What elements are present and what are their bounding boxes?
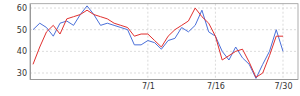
y-grid-line: [30, 8, 298, 9]
y-tick: 50: [17, 26, 30, 35]
chart: 30 40 50 60 7/1 7/16 7/30: [0, 0, 300, 96]
x-grid-line: [215, 4, 216, 80]
series-line: [33, 8, 283, 77]
x-tick-label: 7/1: [142, 82, 155, 91]
x-grid-line: [147, 4, 148, 80]
y-tick-label: 50: [17, 26, 27, 35]
y-tick-label: 60: [17, 4, 27, 13]
y-tick-label: 40: [17, 47, 27, 56]
plot-frame: [30, 4, 298, 80]
y-grid-line: [30, 73, 298, 74]
x-tick: 7/30: [275, 80, 293, 92]
x-tick-label: 7/16: [207, 82, 225, 91]
y-grid-line: [30, 29, 298, 30]
series-line: [33, 6, 283, 79]
y-axis: 30 40 50 60: [17, 4, 31, 80]
x-axis: 7/1 7/16 7/30: [30, 80, 298, 92]
y-tick: 30: [17, 69, 30, 78]
x-grid-line: [283, 4, 284, 80]
grid: [30, 4, 298, 80]
x-tick: 7/1: [142, 80, 155, 92]
plot-area: [33, 6, 283, 79]
x-tick: 7/16: [207, 80, 225, 92]
y-tick-label: 30: [17, 69, 27, 78]
y-tick: 60: [17, 4, 30, 13]
y-axis-line: [30, 4, 31, 80]
x-tick-label: 7/30: [275, 82, 293, 91]
x-axis-line: [30, 79, 298, 80]
y-tick: 40: [17, 47, 30, 56]
y-grid-line: [30, 51, 298, 52]
